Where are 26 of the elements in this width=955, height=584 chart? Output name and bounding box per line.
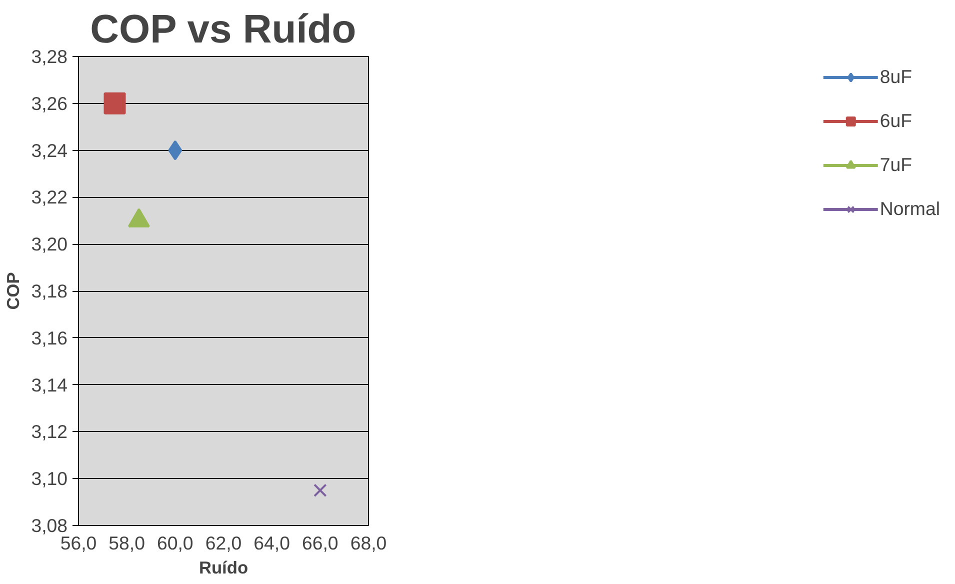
y-tick-label: 3,16	[31, 327, 68, 348]
x-axis-title: Ruído	[198, 558, 248, 578]
chart-title: COP vs Ruído	[90, 8, 356, 52]
legend-label: 6uF	[880, 110, 912, 132]
y-tick-label: 3,12	[31, 421, 68, 442]
y-tick-label: 3,14	[31, 374, 68, 396]
y-tick-label: 3,24	[31, 140, 68, 161]
y-axis-title: COP	[3, 272, 24, 310]
legend-label: 8uF	[880, 66, 912, 88]
point	[104, 92, 126, 114]
x-tick-label: 62,0	[205, 532, 242, 554]
y-tick-label: 3,26	[31, 92, 68, 114]
x-tick-label: 58,0	[108, 532, 145, 554]
y-tick-label: 3,10	[31, 468, 68, 490]
x-tick-label: 68,0	[350, 532, 387, 554]
x-tick-label: 60,0	[157, 532, 194, 554]
legend-label: 7uF	[880, 154, 912, 176]
point	[314, 484, 327, 497]
y-tick-label: 3,20	[31, 234, 68, 255]
y-tick-label: 3,22	[31, 186, 68, 208]
y-tick-label: 3,28	[31, 46, 68, 67]
x-tick-label: 66,0	[302, 532, 338, 554]
y-tick-label: 3,18	[31, 280, 68, 302]
legend-label: Normal	[880, 198, 940, 220]
x-tick-label: 64,0	[254, 532, 290, 554]
point	[168, 140, 182, 160]
